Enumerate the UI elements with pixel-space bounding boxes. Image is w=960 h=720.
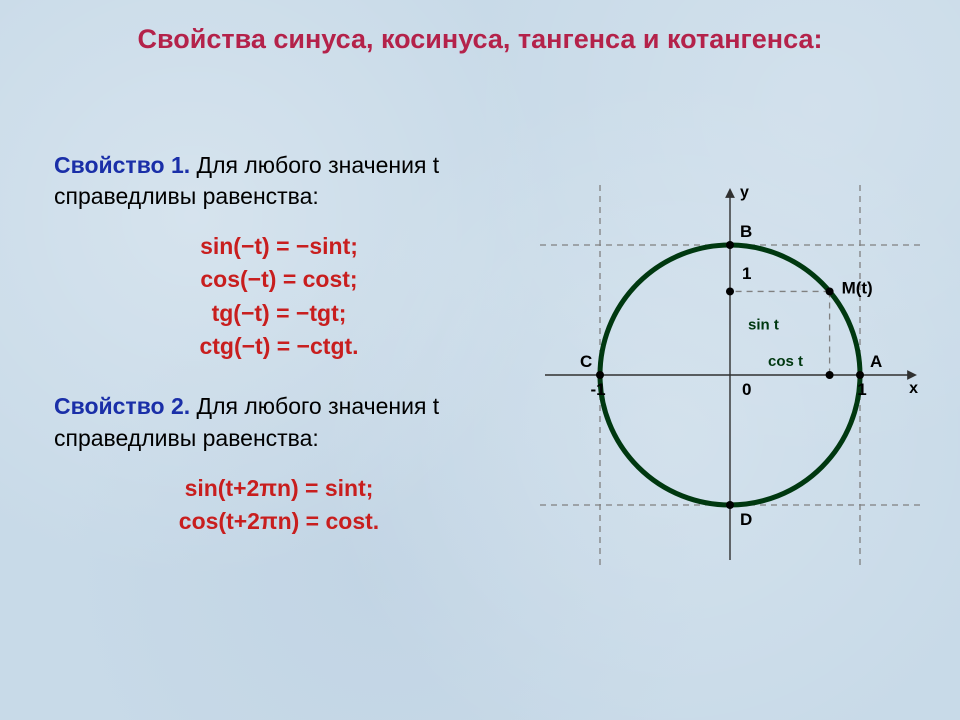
content-block: Свойство 1. Для любого значения t справе…: [54, 150, 504, 566]
prop1-formulas: sin(−t) = −sint; cos(−t) = cost; tg(−t) …: [54, 230, 504, 363]
formula-line: tg(−t) = −tgt;: [54, 297, 504, 330]
svg-text:1: 1: [857, 380, 866, 399]
svg-text:D: D: [740, 510, 752, 529]
svg-text:M(t): M(t): [842, 278, 873, 297]
svg-text:-1: -1: [590, 380, 605, 399]
formula-line: cos(−t) = cost;: [54, 263, 504, 296]
svg-text:0: 0: [742, 380, 751, 399]
svg-text:A: A: [870, 352, 882, 371]
svg-text:C: C: [580, 352, 592, 371]
svg-text:1: 1: [742, 264, 751, 283]
formula-line: sin(−t) = −sint;: [54, 230, 504, 263]
property-1: Свойство 1. Для любого значения t справе…: [54, 150, 504, 212]
svg-text:x: x: [909, 380, 918, 397]
page-title: Свойства синуса, косинуса, тангенса и ко…: [0, 24, 960, 55]
svg-text:sin t: sin t: [748, 316, 779, 333]
formula-line: cos(t+2πn) = cost.: [54, 505, 504, 538]
svg-text:B: B: [740, 222, 752, 241]
prop2-formulas: sin(t+2πn) = sint; cos(t+2πn) = cost.: [54, 472, 504, 539]
formula-line: ctg(−t) = −ctgt.: [54, 330, 504, 363]
prop2-label: Свойство 2.: [54, 393, 190, 419]
formula-line: sin(t+2πn) = sint;: [54, 472, 504, 505]
property-2: Свойство 2. Для любого значения t справе…: [54, 391, 504, 453]
unit-circle-diagram: xy-1101ABCDM(t)sin tcos t: [530, 175, 930, 575]
svg-text:y: y: [740, 184, 749, 201]
svg-text:cos t: cos t: [768, 353, 803, 370]
prop1-label: Свойство 1.: [54, 152, 190, 178]
